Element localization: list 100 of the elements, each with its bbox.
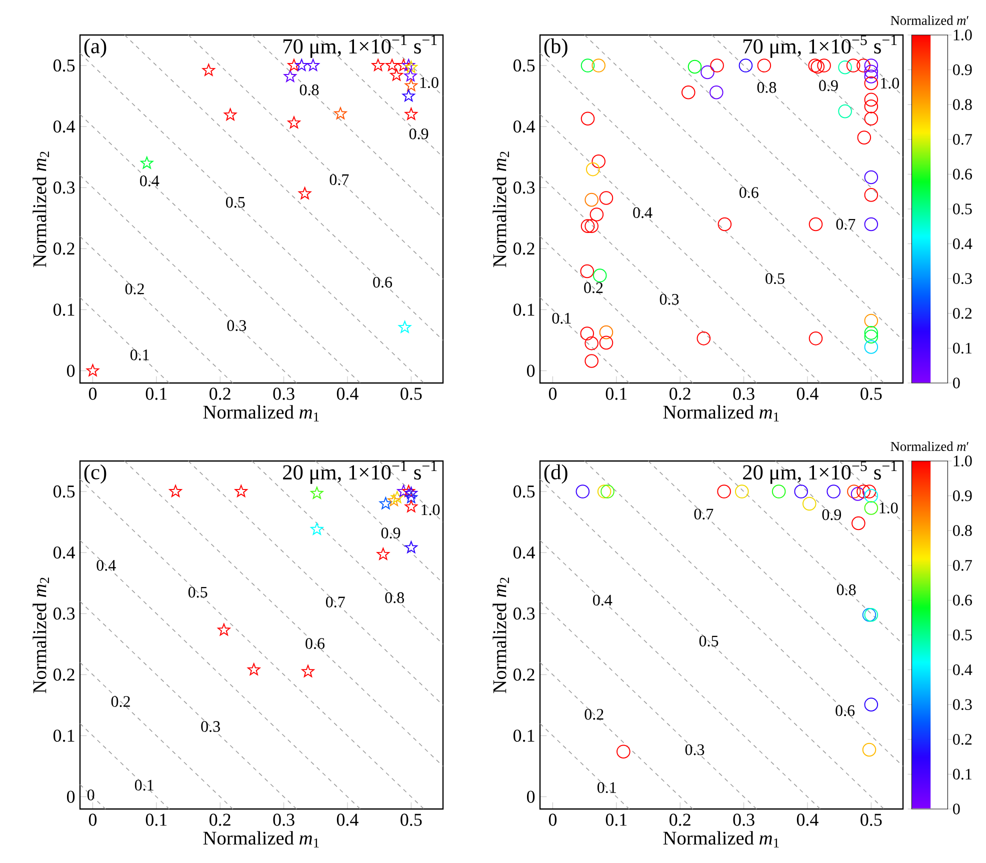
annotation: 0.5 <box>188 586 208 598</box>
point <box>288 116 300 128</box>
annotation: 0.2 <box>111 696 130 707</box>
point <box>862 742 876 757</box>
point <box>372 58 384 71</box>
y-tick-label: 0.5 <box>513 485 535 498</box>
x-tick-label: 0.5 <box>860 388 882 400</box>
annotation: 0.1 <box>552 312 571 324</box>
point <box>586 162 600 176</box>
x-tick-label: 0.3 <box>273 388 294 400</box>
point <box>404 79 418 92</box>
x-tick-label: 0.2 <box>210 814 230 826</box>
point <box>862 484 876 498</box>
point <box>856 484 870 498</box>
point <box>600 484 614 498</box>
point <box>310 522 324 535</box>
point <box>710 85 724 100</box>
x-tick-label: 0.1 <box>606 814 627 826</box>
point <box>857 130 872 144</box>
y-tick-label: 0.4 <box>53 120 76 133</box>
point <box>810 60 825 74</box>
annotation: 1.0 <box>881 78 900 89</box>
point <box>402 484 415 497</box>
y-tick-label: 0 <box>66 364 75 377</box>
color-bar-label: 0 <box>953 378 960 388</box>
point <box>856 58 870 72</box>
point <box>580 326 594 340</box>
color-bar-label: 0.4 <box>953 664 972 676</box>
point <box>404 541 418 554</box>
point <box>772 484 786 498</box>
point <box>584 354 598 368</box>
point <box>218 623 230 636</box>
point <box>808 217 823 232</box>
annotation: 0.6 <box>373 276 392 288</box>
annotation: 0.3 <box>660 294 679 305</box>
annotation: (d) <box>544 464 568 484</box>
point <box>599 325 614 340</box>
x-tick-label: 0.2 <box>210 388 230 400</box>
y-tick-label: 0.4 <box>53 546 76 559</box>
point <box>688 60 702 74</box>
point <box>402 89 415 102</box>
annotation: 0.7 <box>326 596 345 608</box>
point <box>169 484 182 497</box>
annotation: 0.2 <box>584 282 603 294</box>
point <box>681 85 696 100</box>
y-tick-label: 0.5 <box>53 485 75 498</box>
point <box>379 497 392 510</box>
annotation: 0.4 <box>96 560 116 571</box>
point <box>808 58 822 72</box>
annotation: 0.1 <box>597 782 616 794</box>
annotation: (a) <box>84 38 106 58</box>
annotation: 0.2 <box>584 708 604 720</box>
point <box>404 69 417 82</box>
point <box>580 58 595 72</box>
color-bar-label: 0.8 <box>953 99 972 110</box>
point <box>397 484 410 497</box>
annotation: 0.5 <box>766 273 784 284</box>
point <box>398 320 412 333</box>
point <box>817 58 831 72</box>
point <box>864 326 878 340</box>
y-tick-label: 0.1 <box>513 730 534 742</box>
y-tick-label: 0.3 <box>53 607 75 620</box>
annotation: 0.3 <box>685 744 704 756</box>
point <box>390 490 404 504</box>
annotation: 1.0 <box>420 77 438 88</box>
point <box>757 58 772 72</box>
color-bar-label: 0.6 <box>953 594 972 606</box>
annotation: 1.0 <box>422 504 440 516</box>
point <box>592 268 607 282</box>
point <box>386 58 398 71</box>
color-bar-label: 0.2 <box>953 308 972 319</box>
x-tick-label: 0.2 <box>670 388 690 400</box>
y-tick-label: 0.2 <box>53 242 74 255</box>
y-tick-label: 0.4 <box>513 120 536 133</box>
point <box>852 516 866 530</box>
y-tick-label: 0.3 <box>513 607 535 620</box>
point <box>580 219 595 233</box>
x-tick-label: 0.4 <box>336 388 358 400</box>
x-tick-label: 0.4 <box>796 388 818 400</box>
x-tick-label: 0.5 <box>400 388 422 400</box>
annotation: 0.9 <box>409 128 428 140</box>
annotation: 0.7 <box>836 218 856 230</box>
point <box>295 58 308 71</box>
annotation: 0.8 <box>757 82 776 93</box>
point <box>397 58 410 71</box>
annotation: (b) <box>544 38 568 58</box>
color-bar-label: 0.9 <box>953 64 972 76</box>
annotation: 0.7 <box>330 174 349 186</box>
y-tick-label: 0.2 <box>53 668 74 681</box>
point <box>306 58 320 71</box>
point <box>404 60 418 73</box>
point <box>838 60 852 74</box>
point <box>838 104 852 118</box>
y-tick-label: 0.3 <box>513 182 535 194</box>
point <box>584 192 598 207</box>
point <box>864 188 878 202</box>
point <box>288 58 300 71</box>
x-tick-label: 0.5 <box>400 814 422 826</box>
annotation: 0.8 <box>836 584 856 596</box>
point <box>696 332 711 346</box>
